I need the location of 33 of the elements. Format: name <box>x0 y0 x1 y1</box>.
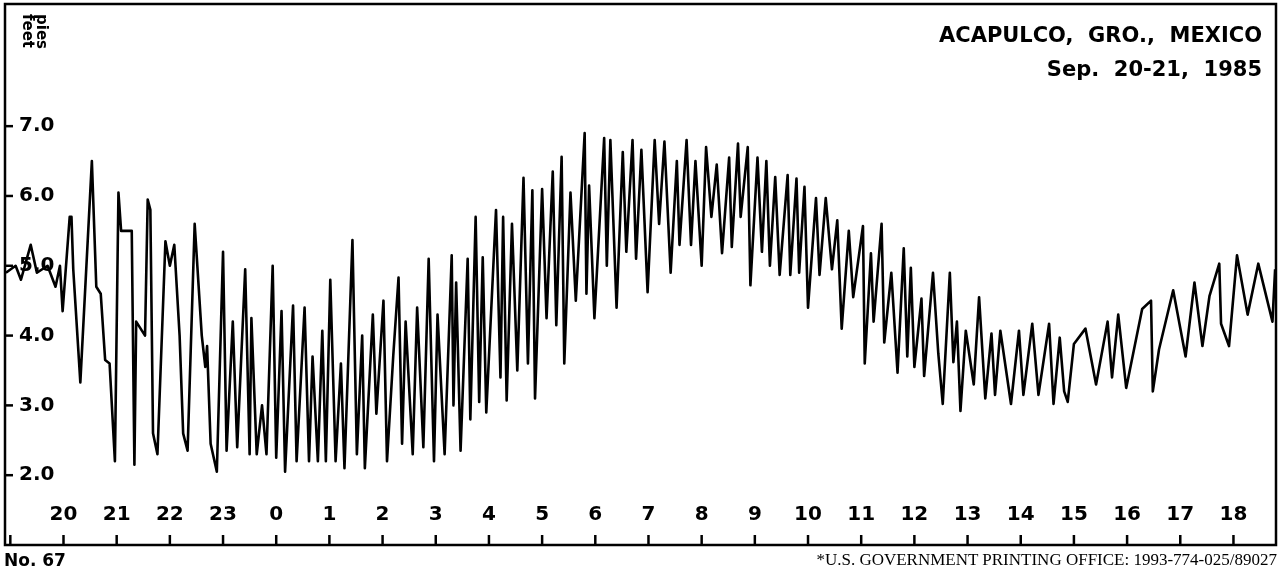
x-tick-label: 18 <box>1219 501 1248 526</box>
x-tick-label: 22 <box>155 501 184 526</box>
x-tick-label: 12 <box>900 501 929 526</box>
y-tick-label: 6.0 <box>19 182 55 207</box>
x-tick-label: 10 <box>794 501 822 526</box>
x-tick-label: 5 <box>535 501 550 526</box>
x-tick-label: 20 <box>49 501 78 526</box>
x-tick-label: 9 <box>747 501 762 526</box>
x-tick-label: 13 <box>953 501 982 526</box>
x-tick-label: 2 <box>375 501 390 526</box>
x-tick-label: 3 <box>428 501 443 526</box>
x-tick-label: 0 <box>269 501 284 526</box>
text: Sep. 20-21, 1985 <box>1046 56 1262 81</box>
y-axis-title: feet pies <box>19 14 52 50</box>
text: No. 67 <box>4 550 66 570</box>
x-tick-label: 11 <box>847 501 876 526</box>
x-tick-label: 8 <box>694 501 709 526</box>
x-tick-label: 6 <box>588 501 603 526</box>
y-tick-label: 7.0 <box>19 112 55 137</box>
x-tick-label: 1 <box>322 501 337 526</box>
x-tick-label: 4 <box>481 501 496 526</box>
y-tick-label: 2.0 <box>19 461 55 486</box>
x-tick-label: 17 <box>1166 501 1195 526</box>
x-tick-label: 23 <box>209 501 237 526</box>
x-tick-label: 7 <box>641 501 656 526</box>
x-tick-label: 16 <box>1113 501 1142 526</box>
y-tick-label: 4.0 <box>19 321 55 346</box>
text: *U.S. GOVERNMENT PRINTING OFFICE: 1993-774-025/89027 <box>816 550 1277 570</box>
x-tick-label: 21 <box>102 501 131 526</box>
x-tick-label: 14 <box>1006 501 1035 526</box>
y-tick-label: 3.0 <box>19 391 55 416</box>
x-tick-label: 15 <box>1059 501 1088 526</box>
text: ACAPULCO, GRO., MEXICO <box>938 22 1262 47</box>
